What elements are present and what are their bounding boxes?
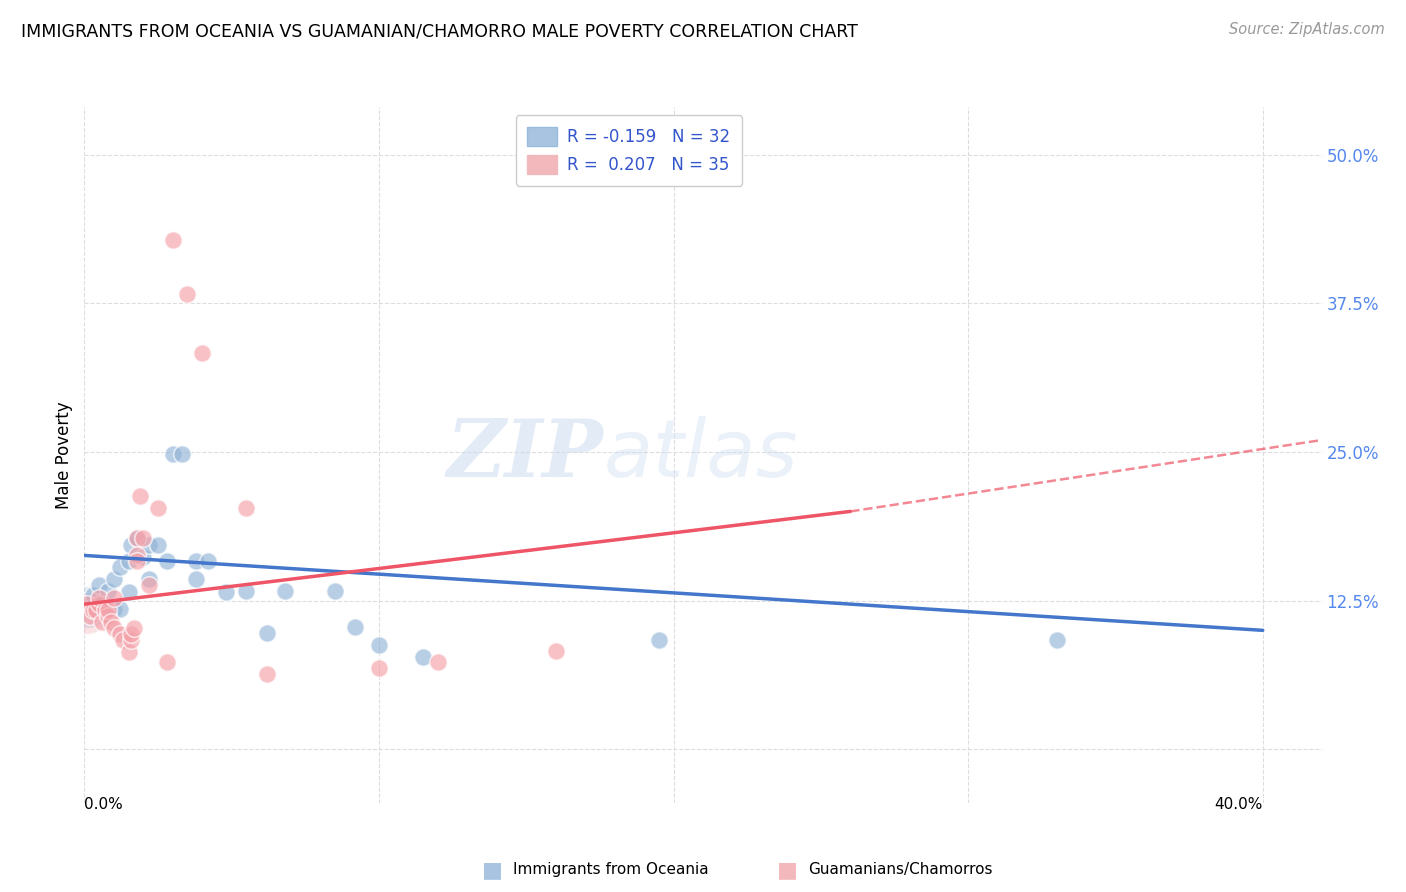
Point xyxy=(648,632,671,647)
Point xyxy=(87,597,110,611)
Point xyxy=(138,578,160,592)
Text: IMMIGRANTS FROM OCEANIA VS GUAMANIAN/CHAMORRO MALE POVERTY CORRELATION CHART: IMMIGRANTS FROM OCEANIA VS GUAMANIAN/CHA… xyxy=(21,22,858,40)
Point xyxy=(117,585,139,599)
Point xyxy=(273,584,295,599)
Point xyxy=(323,584,346,599)
Point xyxy=(103,572,125,586)
Point xyxy=(146,538,169,552)
Point xyxy=(117,554,139,568)
Point xyxy=(76,606,98,620)
Point xyxy=(82,603,104,617)
Point xyxy=(129,489,152,503)
Point xyxy=(426,656,449,670)
Point xyxy=(412,649,434,664)
Point xyxy=(170,447,193,461)
Point xyxy=(191,346,214,360)
Text: ■: ■ xyxy=(482,860,502,880)
Point xyxy=(368,661,391,675)
Point xyxy=(87,578,110,592)
Point xyxy=(132,531,155,545)
Point xyxy=(132,549,155,564)
Point xyxy=(215,585,238,599)
Point xyxy=(76,599,98,614)
Point xyxy=(111,632,134,647)
Point xyxy=(100,615,122,629)
Point xyxy=(344,620,367,634)
Text: Immigrants from Oceania: Immigrants from Oceania xyxy=(513,863,709,877)
Point xyxy=(87,591,110,606)
Point xyxy=(108,560,131,574)
Point xyxy=(121,627,143,641)
Point xyxy=(117,645,139,659)
Point xyxy=(108,602,131,616)
Point xyxy=(97,603,120,617)
Point xyxy=(256,625,278,640)
Point xyxy=(176,286,198,301)
Point xyxy=(127,554,149,568)
Point xyxy=(162,233,184,247)
Text: 40.0%: 40.0% xyxy=(1215,797,1263,812)
Point xyxy=(121,538,143,552)
Point xyxy=(97,584,120,599)
Point xyxy=(197,554,219,568)
Point xyxy=(186,572,208,586)
Point xyxy=(138,538,160,552)
Point xyxy=(1045,632,1067,647)
Point xyxy=(124,621,146,635)
Point xyxy=(235,584,257,599)
Text: 0.0%: 0.0% xyxy=(84,797,124,812)
Legend: R = -0.159   N = 32, R =  0.207   N = 35: R = -0.159 N = 32, R = 0.207 N = 35 xyxy=(516,115,742,186)
Point xyxy=(162,447,184,461)
Point xyxy=(127,531,149,545)
Point xyxy=(84,603,107,617)
Text: ZIP: ZIP xyxy=(447,417,605,493)
Y-axis label: Male Poverty: Male Poverty xyxy=(55,401,73,508)
Text: Guamanians/Chamorros: Guamanians/Chamorros xyxy=(808,863,993,877)
Point xyxy=(103,591,125,606)
Point xyxy=(76,597,98,611)
Point xyxy=(127,531,149,545)
Point xyxy=(94,603,117,617)
Point xyxy=(82,588,104,602)
Point xyxy=(138,572,160,586)
Point xyxy=(97,609,120,624)
Point xyxy=(108,627,131,641)
Point xyxy=(79,609,101,624)
Point xyxy=(146,500,169,515)
Point xyxy=(121,632,143,647)
Point xyxy=(156,554,179,568)
Text: ■: ■ xyxy=(778,860,797,880)
Text: Source: ZipAtlas.com: Source: ZipAtlas.com xyxy=(1229,22,1385,37)
Point xyxy=(91,597,114,611)
Point xyxy=(156,656,179,670)
Point xyxy=(103,621,125,635)
Point xyxy=(186,554,208,568)
Text: atlas: atlas xyxy=(605,416,799,494)
Point xyxy=(368,638,391,652)
Point xyxy=(235,500,257,515)
Point xyxy=(256,667,278,681)
Point xyxy=(127,549,149,563)
Point xyxy=(91,615,114,629)
Point xyxy=(544,643,567,657)
Point xyxy=(103,602,125,616)
